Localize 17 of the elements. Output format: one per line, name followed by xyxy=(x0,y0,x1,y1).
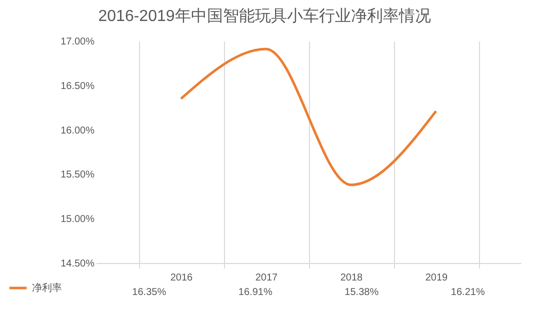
x-tick-label: 2018 xyxy=(340,272,364,284)
chart-title: 2016-2019年中国智能玩具小车行业净利率情况 xyxy=(98,7,431,25)
legend-label: 净利率 xyxy=(32,282,62,294)
y-tick-label: 15.00% xyxy=(60,214,95,226)
y-tick-label: 15.50% xyxy=(60,170,95,181)
y-tick-label: 14.50% xyxy=(60,258,95,270)
x-tick-label: 2017 xyxy=(255,272,278,284)
line-series xyxy=(180,48,438,186)
data-label: 15.38% xyxy=(344,287,379,298)
data-label: 16.35% xyxy=(132,287,166,298)
data-label: 16.21% xyxy=(450,287,485,298)
x-tick-label: 2016 xyxy=(170,272,194,284)
x-tick-label: 2019 xyxy=(425,272,448,284)
data-label: 16.91% xyxy=(238,287,272,298)
y-tick-label: 17.00% xyxy=(60,36,95,48)
y-tick-label: 16.50% xyxy=(60,80,95,92)
y-tick-label: 16.00% xyxy=(60,125,95,136)
